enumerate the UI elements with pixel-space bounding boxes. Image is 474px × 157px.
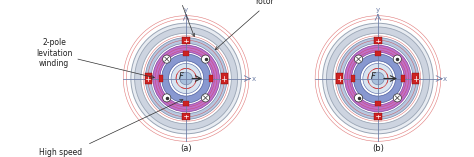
Bar	[374, 113, 382, 120]
Bar	[145, 73, 152, 84]
Circle shape	[393, 94, 401, 102]
Circle shape	[363, 63, 393, 94]
Bar	[182, 113, 190, 120]
Circle shape	[163, 55, 171, 63]
Circle shape	[327, 27, 429, 130]
Bar	[401, 75, 405, 82]
Circle shape	[352, 52, 404, 105]
Text: Ferromagnetic
pole-pieces: Ferromagnetic pole-pieces	[149, 0, 204, 37]
Circle shape	[163, 94, 171, 102]
Circle shape	[345, 45, 411, 112]
Bar	[221, 73, 228, 84]
Circle shape	[323, 23, 433, 134]
Circle shape	[355, 55, 363, 63]
Circle shape	[131, 23, 241, 134]
Bar	[337, 73, 343, 84]
Circle shape	[355, 94, 363, 102]
Circle shape	[360, 61, 395, 96]
Text: F: F	[371, 72, 375, 81]
Bar	[183, 51, 189, 56]
Circle shape	[146, 38, 227, 119]
Bar	[159, 75, 163, 82]
Circle shape	[160, 52, 212, 105]
Text: y: y	[184, 7, 188, 13]
Bar	[375, 101, 381, 106]
Circle shape	[153, 45, 219, 112]
Circle shape	[180, 72, 192, 85]
Circle shape	[135, 27, 237, 130]
Circle shape	[169, 61, 204, 96]
Text: x: x	[443, 76, 447, 81]
Text: (b): (b)	[372, 144, 384, 153]
Circle shape	[372, 72, 384, 85]
Bar	[375, 51, 381, 56]
Bar	[209, 75, 213, 82]
Bar	[183, 101, 189, 106]
Text: x: x	[251, 76, 255, 81]
Bar	[374, 37, 382, 44]
Text: Low speed
rotor: Low speed rotor	[215, 0, 296, 50]
Circle shape	[393, 55, 401, 63]
Text: F: F	[179, 72, 183, 81]
Text: 2-pole
levitation
winding: 2-pole levitation winding	[36, 38, 155, 78]
Circle shape	[141, 33, 231, 124]
Circle shape	[333, 33, 423, 124]
Circle shape	[201, 55, 210, 63]
Circle shape	[171, 63, 201, 94]
Circle shape	[337, 38, 419, 119]
Circle shape	[343, 43, 413, 114]
Bar	[351, 75, 355, 82]
Circle shape	[162, 54, 210, 103]
Circle shape	[201, 94, 210, 102]
Text: (a): (a)	[180, 144, 192, 153]
Text: High speed
rotor (4-pole): High speed rotor (4-pole)	[35, 100, 183, 157]
Circle shape	[354, 54, 402, 103]
Circle shape	[151, 43, 221, 114]
Bar	[412, 73, 419, 84]
Bar	[182, 37, 190, 44]
Text: y: y	[376, 7, 380, 13]
